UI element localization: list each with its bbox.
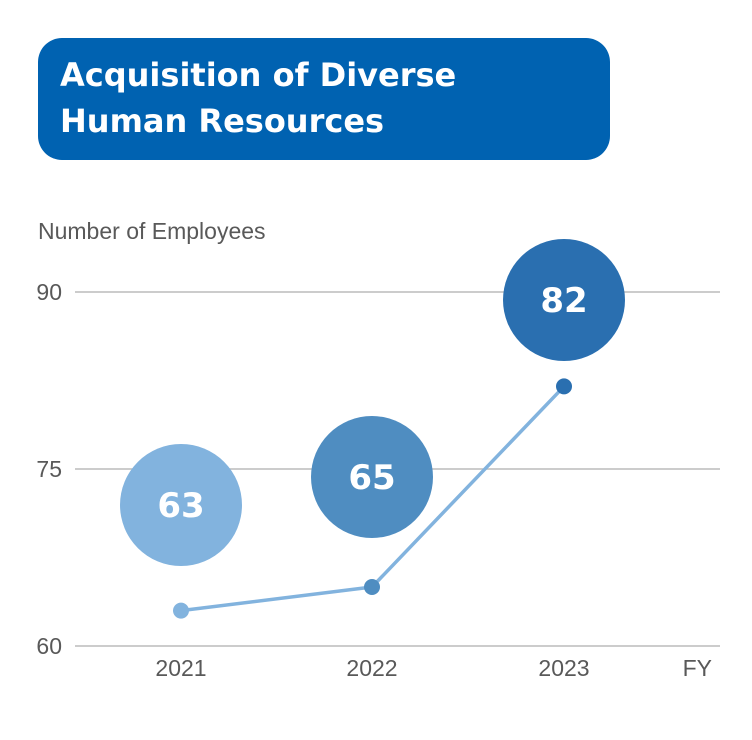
bubbles: 63 65 82 <box>120 239 625 566</box>
data-points <box>173 378 572 619</box>
data-label-2023: 82 <box>540 281 587 321</box>
data-label-2022: 65 <box>348 458 395 498</box>
y-tick-75: 75 <box>36 456 62 482</box>
y-tick-90: 90 <box>36 279 62 305</box>
y-axis-label: Number of Employees <box>38 218 266 244</box>
value-bubble-2021 <box>120 444 242 566</box>
data-point-2021 <box>173 602 189 619</box>
data-point-2022 <box>364 579 380 595</box>
x-tick-labels: 2021 2022 2023 <box>155 655 589 681</box>
value-bubble-2022 <box>311 416 433 538</box>
x-tick-2022: 2022 <box>346 655 397 681</box>
value-bubble-2023 <box>503 239 625 361</box>
data-label-2021: 63 <box>157 486 204 526</box>
y-tick-labels: 60 75 90 <box>36 279 62 659</box>
y-tick-60: 60 <box>36 633 62 659</box>
x-axis-label: FY <box>683 655 712 681</box>
x-tick-2023: 2023 <box>538 655 589 681</box>
chart-title: Acquisition of Diverse Human Resources <box>38 38 610 160</box>
data-point-2023 <box>556 378 572 395</box>
x-tick-2021: 2021 <box>155 655 206 681</box>
